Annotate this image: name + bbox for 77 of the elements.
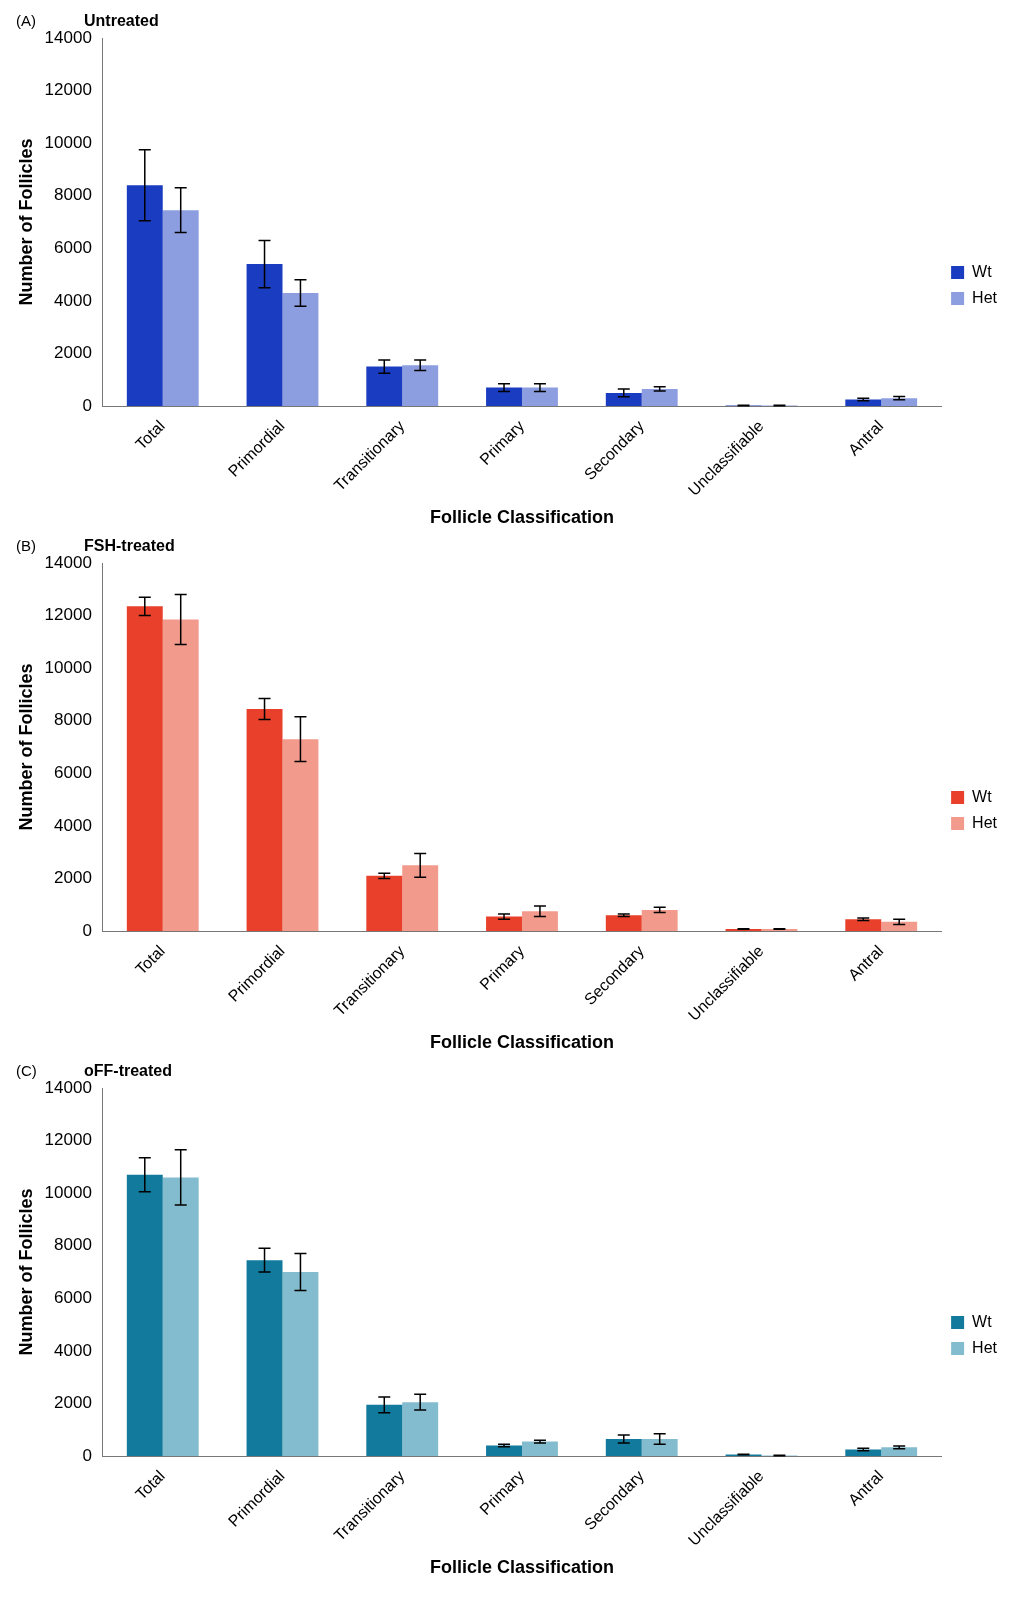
bar <box>881 398 918 407</box>
chart-title: Untreated <box>84 12 159 30</box>
bar <box>366 875 403 932</box>
bar <box>246 1260 283 1457</box>
legend-label: Wt <box>972 787 993 805</box>
y-tick-label: 14000 <box>44 1077 92 1097</box>
bar <box>246 264 283 407</box>
x-axis-title: Follicle Classification <box>429 1032 615 1053</box>
bar <box>881 1447 918 1457</box>
y-tick-label: 10000 <box>44 1182 92 1202</box>
y-tick-label: 4000 <box>54 1340 92 1360</box>
y-tick-label: 4000 <box>54 290 92 310</box>
y-tick-label: 8000 <box>54 710 92 730</box>
y-tick-label: 8000 <box>54 1235 92 1255</box>
legend-label: Het <box>972 288 998 306</box>
legend-label: Het <box>972 1338 998 1356</box>
y-tick-label: 10000 <box>44 132 92 152</box>
y-tick-label: 2000 <box>54 868 92 888</box>
y-tick-label: 6000 <box>54 1287 92 1307</box>
bar <box>282 1272 319 1457</box>
x-axis-title: Follicle Classification <box>429 507 615 528</box>
chart-title: FSH-treated <box>84 537 175 555</box>
bar <box>486 916 522 932</box>
x-axis-title: Follicle Classification <box>429 1557 615 1578</box>
y-tick-label: 2000 <box>54 343 92 363</box>
y-tick-label: 12000 <box>44 1130 92 1150</box>
bar <box>641 388 678 407</box>
bar <box>126 606 163 932</box>
legend-label: Wt <box>972 262 993 280</box>
bar <box>402 865 439 932</box>
chart-title: oFF-treated <box>84 1062 172 1080</box>
legend-label: Wt <box>972 1312 993 1330</box>
y-tick-label: 14000 <box>44 552 92 572</box>
bar <box>486 387 522 407</box>
legend-label: Het <box>972 813 998 831</box>
bar <box>162 619 199 932</box>
bar <box>126 185 163 407</box>
y-axis-title: Number of Follicles <box>15 138 36 306</box>
y-tick-label: 8000 <box>54 185 92 205</box>
bar <box>845 1449 882 1457</box>
bar <box>845 919 882 932</box>
bar <box>605 1438 642 1457</box>
text: (A) <box>16 11 36 29</box>
bar <box>246 708 283 932</box>
y-tick-label: 12000 <box>44 80 92 100</box>
bar <box>605 392 642 407</box>
y-tick-label: 2000 <box>54 1393 92 1413</box>
bar <box>162 1177 199 1457</box>
bar <box>521 387 558 407</box>
bar <box>126 1174 163 1457</box>
y-tick-label: 10000 <box>44 657 92 677</box>
y-tick-label: 0 <box>82 395 92 415</box>
bar <box>521 911 558 932</box>
bar <box>881 921 918 932</box>
y-tick-label: 6000 <box>54 762 92 782</box>
bar <box>366 1404 403 1457</box>
y-tick-label: 14000 <box>44 27 92 47</box>
y-tick-label: 0 <box>82 920 92 940</box>
y-tick-label: 4000 <box>54 815 92 835</box>
y-tick-label: 12000 <box>44 605 92 625</box>
y-axis-title: Number of Follicles <box>15 1188 36 1356</box>
bar <box>641 909 678 932</box>
bar <box>521 1441 558 1457</box>
text: (B) <box>16 536 36 554</box>
bar <box>162 210 199 407</box>
bar <box>845 399 882 407</box>
y-axis-title: Number of Follicles <box>15 663 36 831</box>
bar <box>641 1438 678 1457</box>
text: (C) <box>16 1061 37 1079</box>
y-tick-label: 0 <box>82 1445 92 1465</box>
bar <box>605 915 642 932</box>
bar <box>282 739 319 932</box>
bar <box>402 1402 439 1457</box>
bar <box>282 292 319 407</box>
bar <box>366 366 403 407</box>
bar <box>402 365 439 407</box>
y-tick-label: 6000 <box>54 237 92 257</box>
